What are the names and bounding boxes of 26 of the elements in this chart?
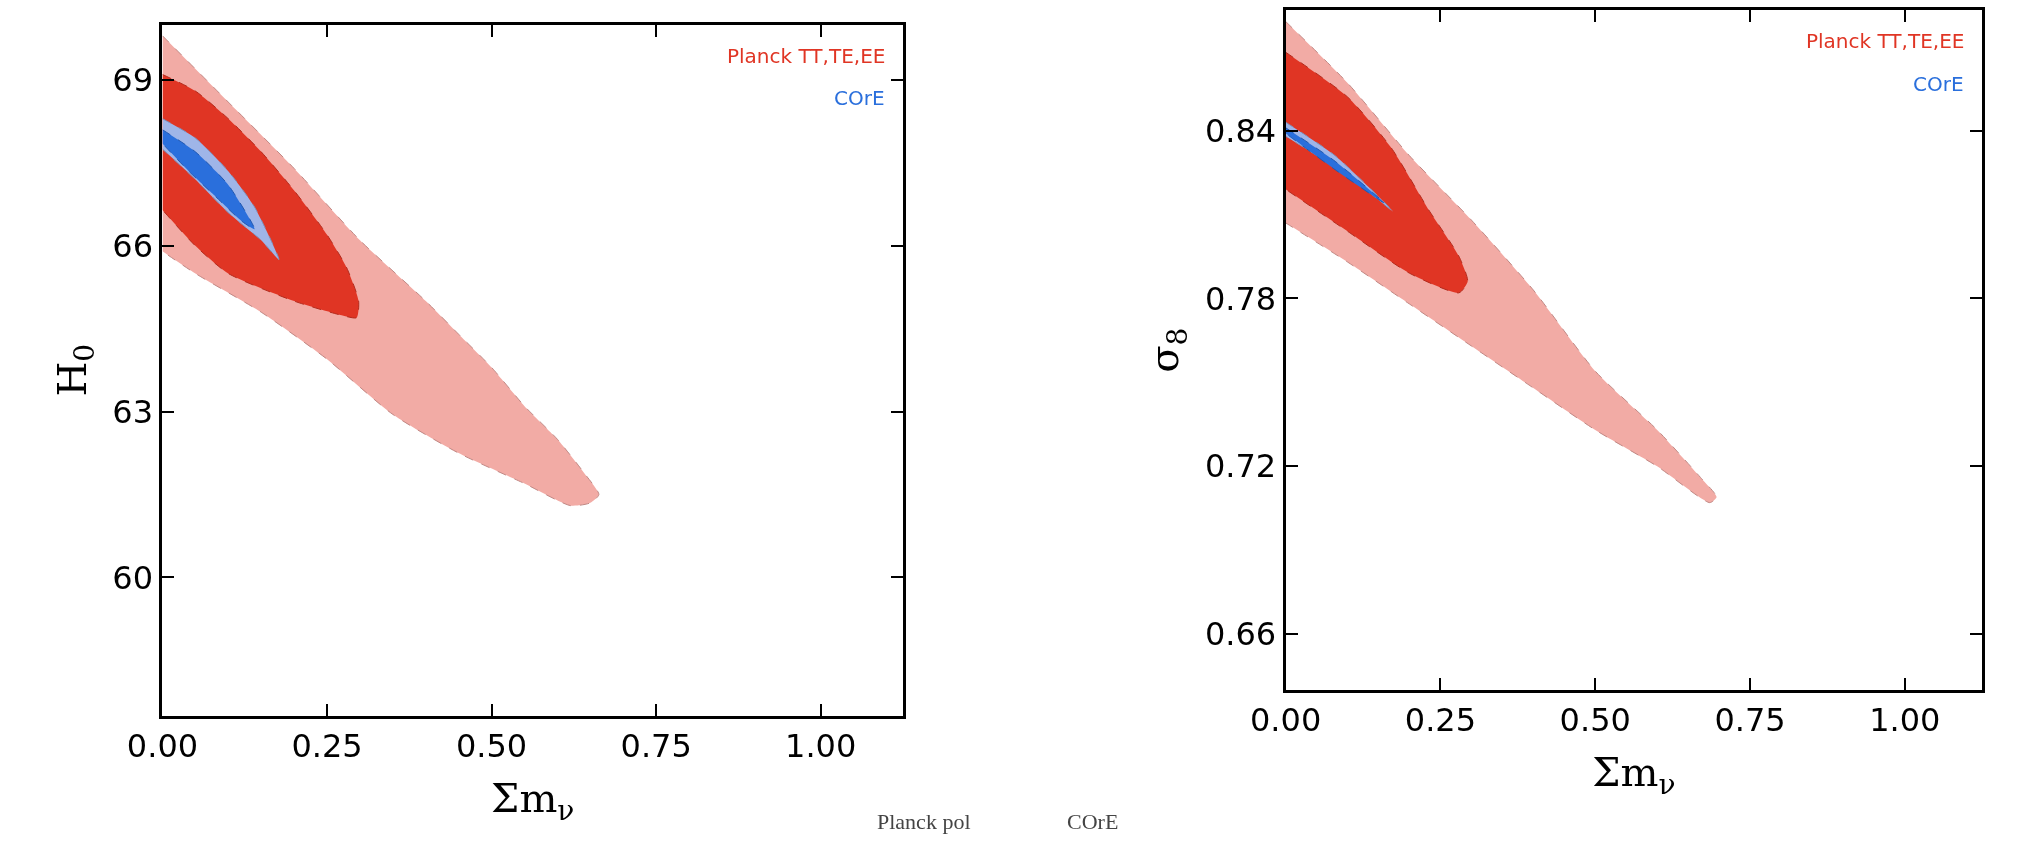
x-tick-label: 0.25 (291, 727, 363, 766)
text: Planck pol (877, 809, 971, 834)
y-tick-label: 0.84 (1204, 111, 1277, 150)
x-tick-label: 0.25 (1404, 701, 1477, 740)
x-tick-label: 0.00 (126, 727, 199, 766)
y-tick-label: 0.66 (1204, 615, 1277, 654)
x-tick-label: 0.50 (1559, 701, 1631, 740)
y-tick-label: 63 (112, 392, 154, 431)
x-tick-label: 1.00 (785, 727, 857, 766)
x-tick-label: 0.50 (455, 727, 528, 766)
text: COrE (1067, 809, 1119, 834)
text: COrE (834, 86, 885, 110)
y-tick-label: 60 (112, 558, 154, 597)
y-tick-label: 66 (112, 227, 154, 266)
x-tick-label: 0.75 (1714, 701, 1786, 740)
x-axis-title: Σm$_{ν}$ (1592, 748, 1676, 802)
x-tick-label: 1.00 (1869, 701, 1941, 740)
x-axis-title: Σm$_{ν}$ (491, 774, 575, 827)
text: Planck TT,TE,EE (1806, 29, 1965, 53)
text: Planck TT,TE,EE (727, 44, 886, 68)
x-tick-label: 0.75 (620, 727, 692, 766)
text: COrE (1913, 72, 1964, 96)
y-tick-label: 69 (112, 61, 154, 100)
x-tick-label: 0.00 (1250, 701, 1322, 740)
y-tick-label: 0.78 (1204, 279, 1277, 318)
y-tick-label: 0.72 (1204, 447, 1277, 486)
